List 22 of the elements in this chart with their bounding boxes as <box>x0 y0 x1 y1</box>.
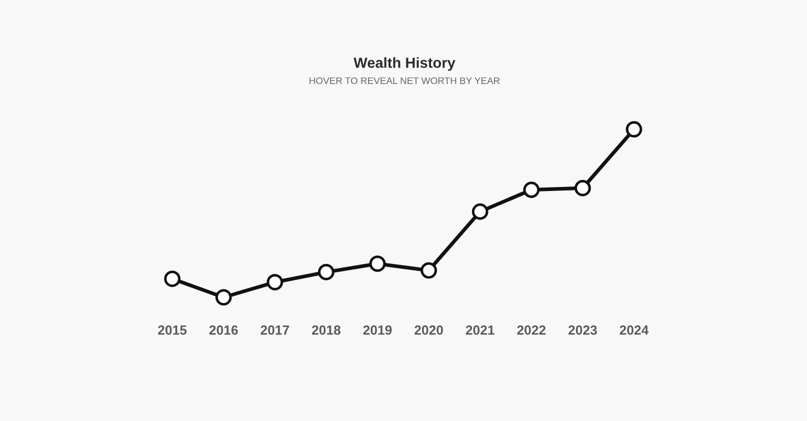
x-tick-label: 2020 <box>414 325 443 335</box>
x-tick-label: 2018 <box>312 325 340 335</box>
point <box>523 182 540 198</box>
x-tick-label: 2024 <box>620 325 649 335</box>
point <box>420 262 437 279</box>
x-tick-label: 2016 <box>209 325 238 335</box>
point <box>164 270 180 288</box>
x-tick-label: 2019 <box>363 325 392 335</box>
point <box>472 203 488 220</box>
x-tick-label: 2021 <box>466 325 494 335</box>
x-tick-label: 2017 <box>260 325 289 335</box>
point <box>266 274 284 290</box>
x-tick-label: 2023 <box>568 325 597 335</box>
point <box>626 121 642 138</box>
x-tick-label: 2022 <box>517 325 546 335</box>
chart-subtitle: HOVER TO REVEAL NET WORTH BY YEAR <box>310 77 500 84</box>
point <box>369 256 386 272</box>
point <box>318 264 334 280</box>
chart-title: Wealth History <box>354 57 456 71</box>
point <box>574 180 591 196</box>
x-tick-label: 2015 <box>158 325 187 335</box>
point <box>215 289 232 306</box>
